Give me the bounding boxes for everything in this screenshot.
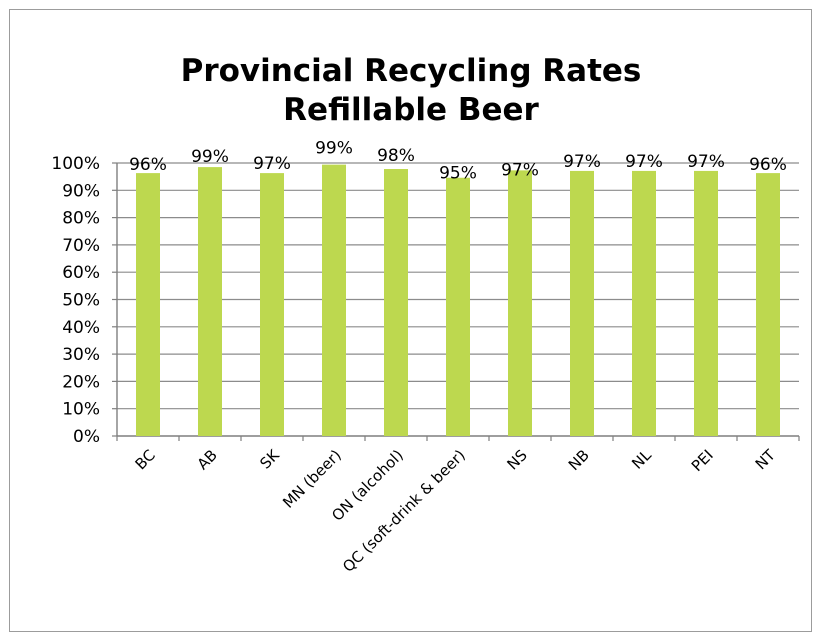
y-tick-label: 0% <box>73 427 100 447</box>
data-label: 97% <box>253 154 291 174</box>
bar <box>260 173 284 436</box>
y-tick-label: 70% <box>62 236 100 256</box>
x-category-label: AB <box>194 446 221 473</box>
bar <box>322 164 346 436</box>
data-label: 97% <box>625 152 663 172</box>
bar <box>508 170 532 436</box>
y-tick-label: 80% <box>62 209 100 229</box>
x-category-label: NT <box>752 446 780 474</box>
data-labels: 96% 99% 97% 99% 98% 95% 97% 97% 97% 97% 96% <box>129 139 787 184</box>
bar <box>136 173 160 436</box>
bars <box>136 164 780 437</box>
bar <box>694 170 718 437</box>
chart-title-line-1: Provincial Recycling Rates <box>180 53 642 89</box>
x-category-label: QC (soft-drink & beer) <box>339 446 469 576</box>
y-tick-label: 40% <box>62 318 100 338</box>
data-label: 98% <box>377 146 415 166</box>
x-category-label: NB <box>565 446 593 474</box>
y-tick-label: 20% <box>62 372 100 392</box>
bar <box>632 170 656 437</box>
bar <box>570 170 594 437</box>
data-label: 97% <box>687 152 725 172</box>
y-tick-label: 30% <box>62 345 100 365</box>
bar <box>756 173 780 436</box>
y-tick-label: 90% <box>62 181 100 201</box>
x-category-label: SK <box>256 445 283 472</box>
data-label: 95% <box>439 164 477 184</box>
y-tick-label: 60% <box>62 263 100 283</box>
y-tick-label: 50% <box>62 291 100 311</box>
x-category-label: NS <box>503 446 530 473</box>
data-label: 96% <box>749 155 787 175</box>
x-category-label: BC <box>132 446 159 473</box>
bar <box>198 167 222 436</box>
chart-title-line-2: Refillable Beer <box>283 92 539 128</box>
bar <box>446 177 470 436</box>
data-label: 97% <box>563 152 601 172</box>
x-category-label: NL <box>628 446 655 473</box>
data-label: 99% <box>191 147 229 167</box>
data-label: 99% <box>315 139 353 159</box>
x-category-label: PEI <box>688 446 717 475</box>
y-tick-label: 100% <box>51 154 100 174</box>
axes: 0% 10% 20% 30% 40% 50% 60% 70% 80% 90% 100% <box>51 154 800 447</box>
y-tick-label: 10% <box>62 400 100 420</box>
x-category-label: MN (beer) <box>279 446 345 512</box>
data-label: 97% <box>501 160 539 180</box>
data-label: 96% <box>129 155 167 175</box>
bar <box>384 169 408 437</box>
